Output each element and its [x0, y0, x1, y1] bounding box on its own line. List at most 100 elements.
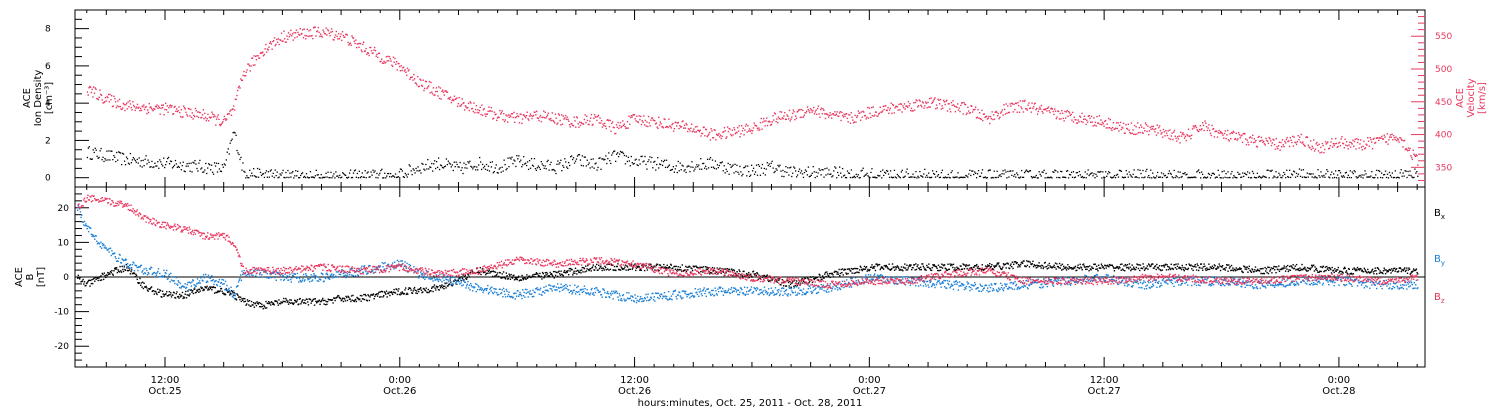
velocity-point	[606, 119, 608, 122]
velocity-point	[1191, 128, 1194, 130]
velocity-point	[1317, 150, 1320, 152]
velocity-point	[1039, 108, 1042, 110]
velocity-point	[614, 132, 616, 135]
velocity-point	[154, 108, 156, 110]
bx-point	[190, 289, 193, 291]
density-point	[933, 173, 936, 176]
velocity-point	[1168, 137, 1170, 140]
bx-point	[313, 298, 315, 300]
velocity-point	[183, 107, 186, 109]
velocity-point	[1116, 127, 1119, 130]
density-point	[967, 176, 969, 178]
density-point	[450, 166, 452, 168]
velocity-point	[599, 117, 601, 119]
density-point	[158, 167, 160, 169]
bx-point	[170, 292, 172, 294]
velocity-point	[549, 119, 551, 121]
velocity-point	[1219, 132, 1221, 134]
bx-point	[367, 295, 370, 297]
velocity-point	[334, 34, 337, 36]
velocity-point	[668, 118, 670, 120]
density-point	[661, 164, 664, 167]
velocity-point	[1070, 113, 1072, 116]
velocity-point	[246, 69, 248, 71]
density-point	[916, 177, 918, 179]
density-point	[1072, 171, 1075, 173]
bx-point	[1064, 267, 1066, 270]
density-point	[824, 168, 826, 170]
density-point	[513, 159, 515, 161]
velocity-point	[237, 89, 239, 92]
velocity-point	[841, 111, 843, 114]
velocity-point	[546, 114, 549, 116]
bx-point	[435, 289, 437, 291]
bx-point	[676, 268, 679, 271]
velocity-point	[941, 105, 943, 107]
density-point	[983, 176, 986, 179]
density-point	[660, 163, 662, 166]
density-point	[1088, 174, 1090, 177]
bx-point	[255, 304, 258, 307]
velocity-point	[562, 115, 564, 117]
velocity-point	[1040, 104, 1043, 107]
velocity-point	[291, 35, 293, 37]
velocity-point	[622, 120, 624, 122]
density-point	[1167, 172, 1170, 175]
bx-point	[505, 272, 508, 274]
density-point	[1210, 174, 1213, 177]
bx-point	[939, 269, 942, 271]
density-point	[1264, 176, 1266, 178]
velocity-point	[1162, 136, 1164, 138]
density-point	[1024, 170, 1027, 172]
velocity-point	[1414, 155, 1417, 158]
bx-point	[454, 279, 457, 281]
velocity-point	[235, 98, 237, 101]
bx-point	[699, 266, 701, 268]
bx-point	[315, 300, 317, 303]
density-point	[233, 131, 235, 133]
bx-point	[659, 264, 662, 266]
density-point	[136, 158, 138, 161]
velocity-point	[492, 117, 495, 119]
velocity-point	[856, 116, 858, 118]
velocity-point	[874, 114, 876, 116]
velocity-point	[253, 55, 255, 57]
density-point	[871, 168, 873, 170]
bx-point	[181, 291, 184, 294]
velocity-point	[467, 102, 470, 105]
bx-point	[304, 299, 306, 302]
density-point	[1327, 170, 1329, 173]
velocity-point	[674, 121, 676, 124]
velocity-point	[737, 130, 740, 132]
bx-point	[1086, 268, 1088, 270]
density-point	[1302, 169, 1305, 171]
velocity-point	[860, 111, 863, 113]
bx-point	[1009, 264, 1012, 267]
density-point	[132, 156, 135, 159]
velocity-point	[887, 107, 889, 109]
density-point	[750, 174, 752, 176]
bx-point	[989, 262, 991, 265]
velocity-point	[168, 105, 171, 107]
density-point	[113, 154, 115, 157]
velocity-point	[878, 112, 881, 114]
density-point	[548, 169, 550, 171]
velocity-point	[632, 114, 634, 116]
velocity-point	[707, 134, 709, 137]
velocity-point	[247, 63, 249, 65]
bx-point	[533, 273, 536, 276]
density-point	[1098, 171, 1100, 173]
velocity-point	[481, 104, 483, 106]
b-tick-label: -10	[54, 308, 69, 318]
bx-point	[78, 277, 80, 279]
velocity-point	[97, 98, 100, 101]
bx-point	[516, 278, 518, 281]
density-point	[563, 166, 565, 168]
density-point	[1093, 173, 1095, 175]
bx-point	[1090, 269, 1092, 271]
density-point	[1075, 172, 1078, 174]
velocity-point	[1020, 106, 1022, 108]
density-point	[927, 176, 929, 178]
velocity-point	[1253, 138, 1256, 140]
density-point	[220, 170, 223, 173]
